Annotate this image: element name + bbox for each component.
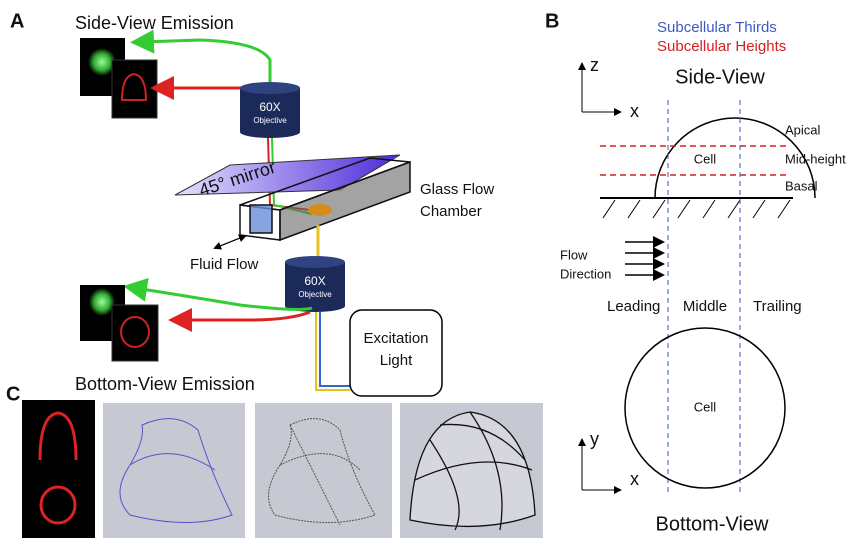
cell-label: Cell — [694, 151, 717, 166]
render-panel — [255, 403, 392, 538]
legend-heights: Subcellular Heights — [657, 38, 786, 55]
chamber-label: Chamber — [420, 203, 482, 220]
objective-top — [240, 82, 300, 94]
excitation-label: Excitation — [363, 330, 428, 347]
red-image — [112, 305, 158, 361]
panel-label: C — [6, 383, 20, 405]
axis-label: y — [590, 429, 599, 449]
panel-label: B — [545, 10, 559, 32]
objective-mag: 60X — [259, 100, 280, 114]
height-label: Apical — [785, 122, 821, 137]
objective-bottom — [240, 126, 300, 138]
height-label: Basal — [785, 178, 818, 193]
axis-label: x — [630, 101, 639, 121]
mirror-label: 45° mirror — [197, 157, 279, 201]
excitation-label: Light — [380, 352, 413, 369]
green-cell — [89, 288, 115, 316]
axis-label: z — [590, 55, 599, 75]
cell — [308, 204, 332, 216]
red-ray — [180, 312, 310, 320]
objective-label: Objective — [253, 116, 287, 125]
flow-label: Direction — [560, 266, 611, 281]
flow-arrow — [215, 236, 245, 248]
micrograph — [22, 400, 95, 538]
side-images — [80, 38, 157, 118]
objective-label: Objective — [298, 290, 332, 299]
third-label: Trailing — [753, 298, 802, 315]
flow-arrows — [625, 242, 662, 275]
fluid-flow: Fluid Flow — [190, 256, 259, 273]
axis-label: x — [630, 469, 639, 489]
third-label: Middle — [683, 298, 727, 315]
figure: A Side-View Emission 60X Objective 45° m… — [0, 0, 867, 538]
green-ray — [142, 40, 270, 90]
bottom-view-title: Bottom-View — [655, 513, 769, 535]
beam — [316, 312, 350, 390]
bottom-view-emission: Bottom-View Emission — [75, 374, 255, 394]
flow-label: Flow — [560, 247, 588, 262]
top-objective: 60X Objective — [240, 82, 300, 138]
hatch — [603, 200, 790, 218]
side-view-emission: Side-View Emission — [75, 13, 234, 33]
legend-thirds: Subcellular Thirds — [657, 19, 777, 36]
bottom-images — [80, 285, 158, 361]
beam — [320, 312, 350, 386]
height-label: Mid-height — [785, 151, 846, 166]
chamber-label: Glass Flow — [420, 181, 494, 198]
red-image — [112, 60, 157, 118]
side-view-title: Side-View — [675, 66, 765, 88]
third-label: Leading — [607, 298, 660, 315]
objective-mag: 60X — [304, 274, 325, 288]
objective-top — [285, 256, 345, 268]
panel-label: A — [10, 10, 24, 32]
panel-c-images — [22, 400, 543, 538]
bottom-objective: 60X Objective — [285, 256, 345, 312]
flow-profile — [250, 205, 272, 233]
cell-label: Cell — [694, 399, 717, 414]
